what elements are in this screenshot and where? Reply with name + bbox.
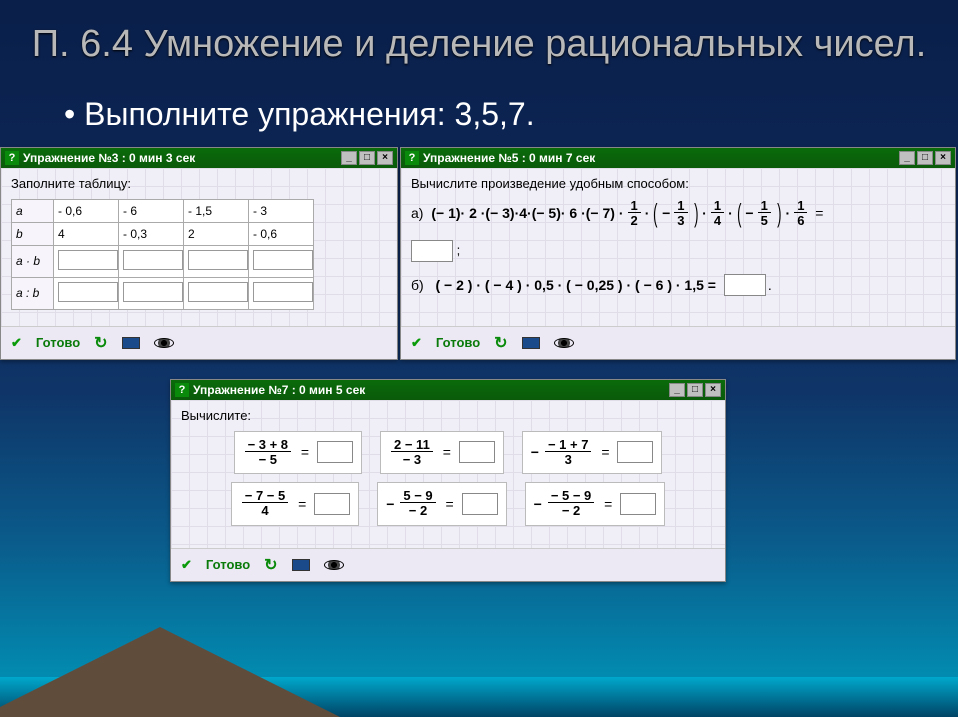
maximize-button[interactable]: □ [917,151,933,165]
row-header-a: a [12,199,54,222]
answer-input[interactable] [620,493,656,515]
answer-input[interactable] [58,282,118,302]
window-title: Упражнение №7 : 0 мин 5 сек [193,383,365,397]
label-a: а) [411,202,423,224]
help-icon[interactable]: ? [405,151,419,165]
instruction: Вычислите произведение удобным способом: [411,176,945,191]
check-icon[interactable]: ✔ [11,335,22,351]
close-button[interactable]: × [377,151,393,165]
cell: - 0,6 [54,199,119,222]
answer-input-b[interactable] [724,274,766,296]
problem-a: а) (− 1)· 2 ·(− 3)·4·(− 5)· 6 ·(− 7) · 1… [411,199,945,229]
row-header-ab: a · b [12,245,54,277]
window-title: Упражнение №3 : 0 мин 3 сек [23,151,195,165]
answer-input[interactable] [253,282,313,302]
check-icon[interactable]: ✔ [181,557,192,573]
fraction-problem: −− 1 + 73 = [522,431,663,475]
refresh-icon[interactable]: ↻ [94,333,107,353]
ready-button[interactable]: Готово [206,557,250,572]
fraction-problem: − 7 − 54 = [231,482,359,526]
calculator-icon[interactable] [522,337,540,349]
bullet-exercises: Выполните упражнения: 3,5,7. [0,72,958,147]
answer-input[interactable] [462,493,498,515]
titlebar[interactable]: ? Упражнение №3 : 0 мин 3 сек _ □ × [1,148,397,168]
titlebar[interactable]: ? Упражнение №7 : 0 мин 5 сек _ □ × [171,380,725,400]
ready-button[interactable]: Готово [36,335,80,350]
titlebar[interactable]: ? Упражнение №5 : 0 мин 7 сек _ □ × [401,148,955,168]
toolbar: ✔ Готово ↻ [1,326,397,359]
cell: 2 [184,222,249,245]
minimize-button[interactable]: _ [669,383,685,397]
answer-input-a[interactable] [411,240,453,262]
cell: 4 [54,222,119,245]
eye-icon[interactable] [324,560,344,570]
exercise-3-window: ? Упражнение №3 : 0 мин 3 сек _ □ × Запо… [0,147,398,360]
answer-input[interactable] [617,441,653,463]
ready-button[interactable]: Готово [436,335,480,350]
answer-input[interactable] [253,250,313,270]
expression-b: ( − 2 ) · ( − 4 ) · 0,5 · ( − 0,25 ) · (… [435,274,715,296]
help-icon[interactable]: ? [5,151,19,165]
instruction: Заполните таблицу: [11,176,387,191]
fraction-problem: 2 − 11− 3 = [380,431,504,475]
exercise-7-window: ? Упражнение №7 : 0 мин 5 сек _ □ × Вычи… [170,379,726,582]
cell: - 1,5 [184,199,249,222]
cell: - 0,3 [119,222,184,245]
eye-icon[interactable] [554,338,574,348]
instruction: Вычислите: [181,408,715,423]
check-icon[interactable]: ✔ [411,335,422,351]
answer-input[interactable] [58,250,118,270]
minimize-button[interactable]: _ [341,151,357,165]
answer-input[interactable] [314,493,350,515]
answer-input[interactable] [123,250,183,270]
close-button[interactable]: × [705,383,721,397]
answer-input[interactable] [123,282,183,302]
toolbar: ✔ Готово ↻ [401,326,955,359]
cell: - 3 [249,199,314,222]
refresh-icon[interactable]: ↻ [494,333,507,353]
help-icon[interactable]: ? [175,383,189,397]
cell: - 6 [119,199,184,222]
close-button[interactable]: × [935,151,951,165]
calculator-icon[interactable] [292,559,310,571]
minimize-button[interactable]: _ [899,151,915,165]
slide-title: П. 6.4 Умножение и деление рациональных … [0,0,958,72]
toolbar: ✔ Готово ↻ [171,548,725,581]
fraction-problem: − 3 + 8− 5 = [234,431,362,475]
problem-b: б) ( − 2 ) · ( − 4 ) · 0,5 · ( − 0,25 ) … [411,274,945,296]
calculator-icon[interactable] [122,337,140,349]
maximize-button[interactable]: □ [687,383,703,397]
refresh-icon[interactable]: ↻ [264,555,277,575]
fill-table: a - 0,6 - 6 - 1,5 - 3 b 4 - 0,3 2 - 0,6 … [11,199,314,310]
answer-input[interactable] [459,441,495,463]
row-header-adivb: a : b [12,277,54,309]
maximize-button[interactable]: □ [359,151,375,165]
row-header-b: b [12,222,54,245]
window-title: Упражнение №5 : 0 мин 7 сек [423,151,595,165]
eye-icon[interactable] [154,338,174,348]
cell: - 0,6 [249,222,314,245]
fraction-problem: −5 − 9− 2 = [377,482,506,526]
label-b: б) [411,274,424,296]
answer-input[interactable] [188,282,248,302]
fraction-problem: −− 5 − 9− 2 = [525,482,666,526]
answer-input[interactable] [188,250,248,270]
exercise-5-window: ? Упражнение №5 : 0 мин 7 сек _ □ × Вычи… [400,147,956,360]
answer-input[interactable] [317,441,353,463]
